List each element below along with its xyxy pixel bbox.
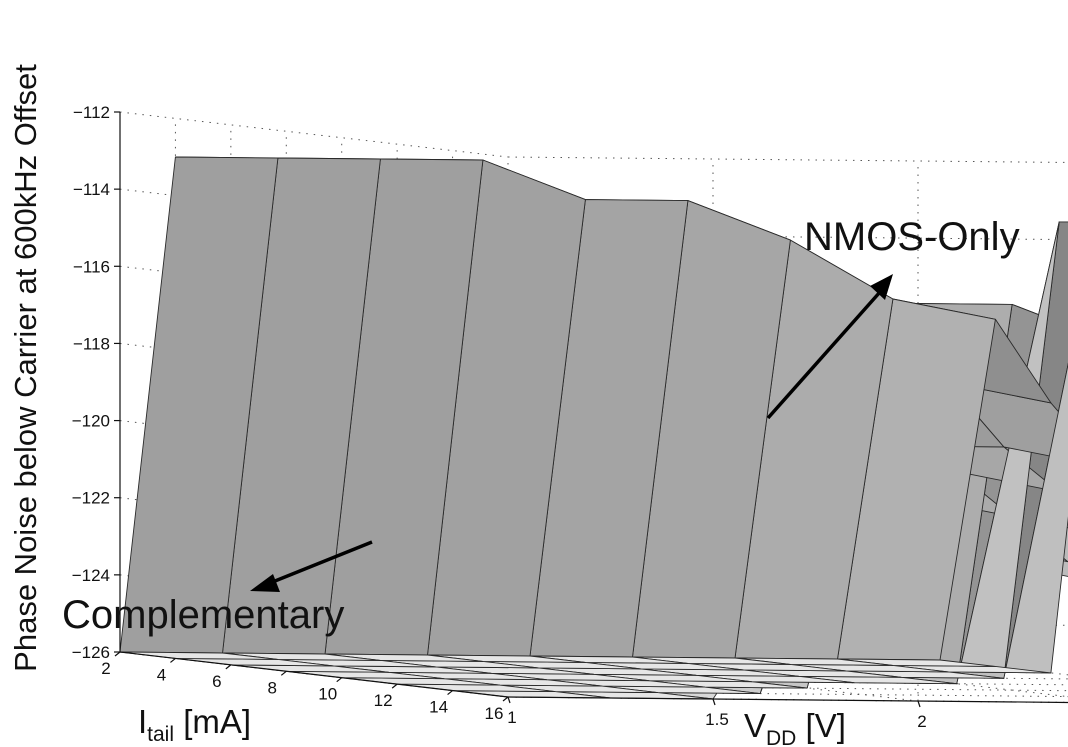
z-tick-label: −122	[72, 489, 110, 508]
y-axis-title-unit: [V]	[796, 707, 846, 744]
nmos-only-label: NMOS-Only	[804, 215, 1020, 259]
y-tick-mark	[712, 698, 716, 706]
z-tick-label: −120	[72, 412, 110, 431]
x-tick-mark	[447, 690, 453, 696]
complementary-arrow-line	[269, 540, 373, 585]
x-tick-mark	[114, 651, 121, 657]
y-tick-mark	[507, 696, 511, 704]
z-tick-label: −116	[73, 257, 110, 276]
y-axis-title: VDD [V]	[744, 707, 846, 747]
x-tick-mark	[391, 683, 398, 689]
grid-line-left-wall-z	[119, 111, 509, 158]
y-tick-label: 1	[507, 708, 516, 727]
x-tick-label: 10	[318, 685, 337, 704]
x-tick-label: 6	[212, 672, 221, 691]
x-tick-label: 2	[101, 659, 110, 678]
x-axis-title-sub: tail	[147, 723, 174, 746]
x-axis-title-unit: [mA]	[174, 703, 251, 740]
surface-layer	[119, 156, 1068, 700]
axis-layer	[114, 111, 1068, 708]
complementary-arrow-head	[250, 574, 280, 592]
z-tick-label: −114	[73, 180, 110, 199]
x-axis-title: Itail [mA]	[138, 703, 251, 746]
z-tick-label: −112	[73, 103, 110, 122]
x-tick-label: 16	[485, 704, 504, 723]
y-axis-line	[507, 696, 1068, 704]
grid-line-floor-x	[341, 677, 1068, 686]
grid-line-back-wall-z	[507, 156, 1068, 163]
x-axis-title-main: I	[138, 703, 147, 740]
x-tick-mark	[170, 657, 176, 663]
nmos-arrow-line	[766, 290, 882, 420]
y-axis-title-sub: DD	[766, 727, 796, 747]
y-axis-title-main: V	[744, 707, 766, 744]
y-tick-mark	[917, 700, 921, 708]
y-tick-label: 1.5	[705, 710, 729, 729]
x-tick-label: 4	[157, 665, 166, 684]
annotation-layer: NMOS-Only Complementary	[62, 215, 1020, 637]
x-tick-mark	[336, 677, 343, 683]
z-tick-label: −126	[72, 643, 110, 662]
z-tick-label: −124	[72, 566, 110, 585]
z-axis-title: Phase Noise below Carrier at 600kHz Offs…	[8, 64, 43, 672]
x-axis-line	[119, 651, 509, 698]
x-tick-label: 14	[429, 698, 448, 717]
x-tick-mark	[280, 670, 287, 676]
y-tick-label: 2	[917, 712, 926, 731]
x-tick-mark	[502, 696, 509, 702]
complementary-label: Complementary	[62, 593, 344, 637]
x-tick-label: 12	[374, 691, 393, 710]
nmos-arrow-head	[870, 274, 893, 300]
x-tick-mark	[225, 664, 232, 670]
z-tick-label: −118	[73, 334, 110, 353]
x-tick-label: 8	[268, 678, 277, 697]
